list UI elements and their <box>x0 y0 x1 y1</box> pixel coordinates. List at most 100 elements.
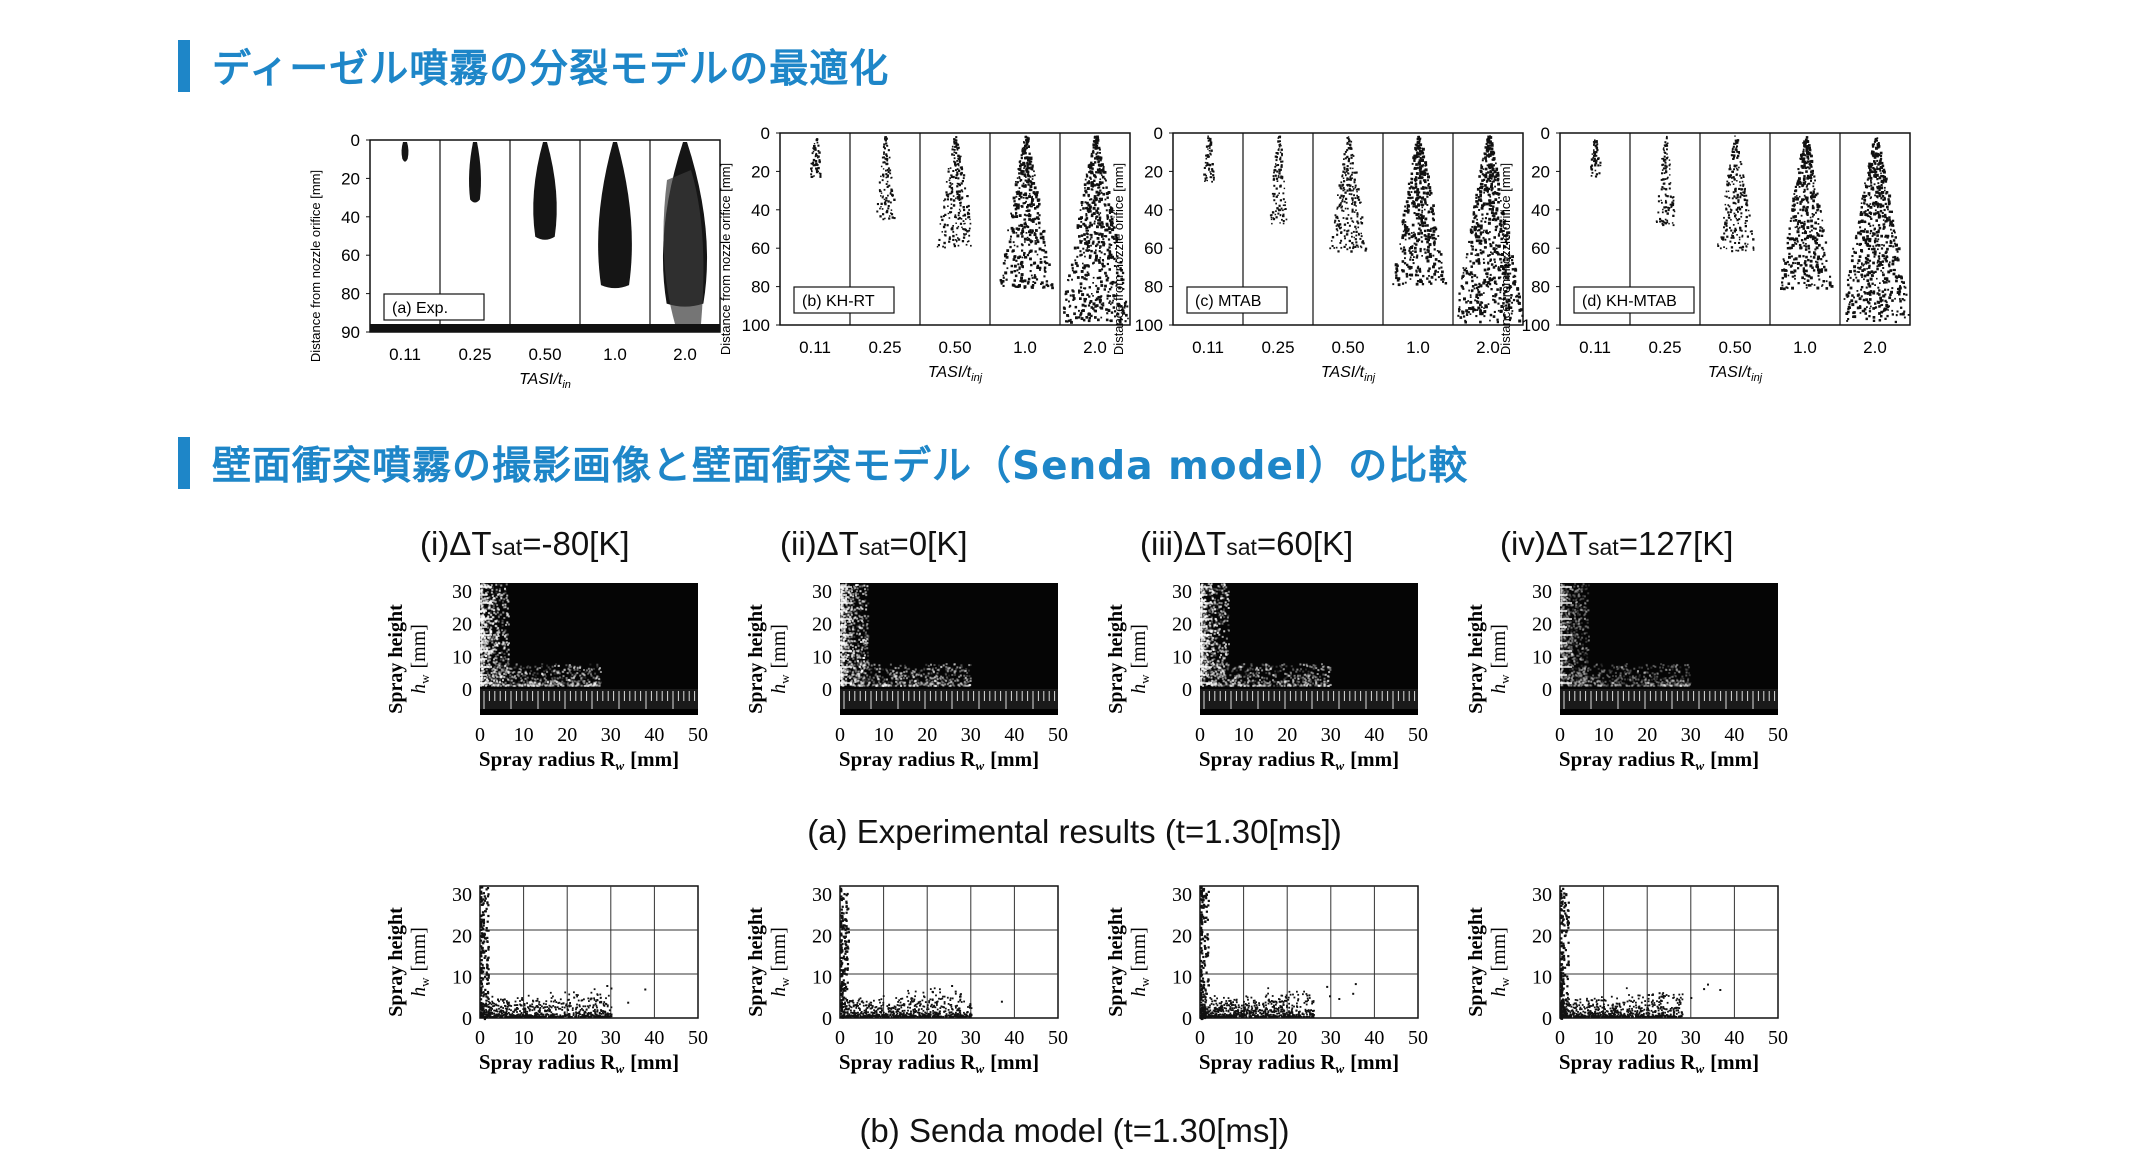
spray-droplet <box>1098 216 1102 219</box>
spray-droplet <box>1883 244 1885 247</box>
spray-droplet <box>1115 236 1119 240</box>
spray-droplet <box>1428 236 1432 239</box>
spray-droplet <box>1474 283 1477 286</box>
spray-droplet <box>1342 186 1345 189</box>
spray-droplet <box>1426 229 1430 232</box>
spray-droplet <box>1100 159 1102 162</box>
spray-droplet <box>1416 166 1419 169</box>
spray-droplet <box>1401 220 1405 224</box>
spray-droplet <box>1503 292 1506 295</box>
spray-droplet <box>1100 316 1103 319</box>
spray-droplet <box>1406 263 1409 267</box>
spray-droplet <box>945 193 948 196</box>
spray-droplet <box>1517 296 1520 299</box>
spray-droplet <box>1430 233 1434 237</box>
spray-droplet <box>1029 157 1033 160</box>
spray-droplet <box>1879 159 1882 163</box>
spray-droplet <box>1072 294 1075 297</box>
spray-droplet <box>1470 252 1473 255</box>
spray-droplet <box>1480 165 1483 168</box>
spray-droplet <box>1843 298 1846 300</box>
spray-droplet <box>1898 293 1901 296</box>
spray-droplet <box>1795 198 1798 201</box>
spray-droplet <box>1804 209 1807 212</box>
spray-droplet <box>1110 244 1113 246</box>
spray-droplet <box>1482 168 1485 170</box>
spray-droplet <box>1095 284 1098 287</box>
spray-droplet <box>1823 251 1826 254</box>
spray-droplet <box>1088 302 1091 305</box>
spray-droplet <box>1859 305 1862 308</box>
spray-droplet <box>1463 297 1466 301</box>
spray-droplet <box>1856 262 1859 265</box>
spray-droplet <box>1036 264 1040 268</box>
spray-droplet <box>1331 245 1334 247</box>
spray-droplet <box>1666 212 1669 215</box>
spray-droplet <box>1794 237 1798 241</box>
spray-droplet <box>956 148 959 151</box>
spray-droplet <box>1106 312 1109 315</box>
spray-droplet <box>819 175 822 178</box>
spray-droplet <box>1877 264 1880 267</box>
spray-droplet <box>1847 318 1850 321</box>
spray-droplet <box>814 148 817 151</box>
spray-droplet <box>1672 202 1675 205</box>
spray-droplet <box>1071 269 1074 272</box>
spray-droplet <box>1087 211 1090 214</box>
spray-droplet <box>1736 168 1739 171</box>
spray-droplet <box>1811 266 1814 269</box>
spray-droplet <box>1418 163 1421 166</box>
spray-droplet <box>1790 217 1793 220</box>
spray-droplet <box>1489 136 1493 139</box>
spray-droplet <box>1432 254 1435 257</box>
spray-droplet <box>1500 200 1502 202</box>
spray-droplet <box>1206 163 1208 166</box>
spray-droplet <box>1803 164 1806 167</box>
spray-droplet <box>1428 189 1432 192</box>
spray-droplet <box>1417 232 1421 236</box>
spray-droplet <box>1098 197 1101 200</box>
spray-droplet <box>1465 281 1469 285</box>
spray-droplet <box>1397 283 1401 287</box>
spray-droplet <box>1088 249 1091 252</box>
spray-droplet <box>1009 245 1012 249</box>
spray-droplet <box>948 179 951 182</box>
spray-droplet <box>1490 211 1494 215</box>
spray-droplet <box>1473 225 1476 228</box>
spray-droplet <box>1038 266 1042 270</box>
spray-droplet <box>1817 268 1820 272</box>
spray-droplet <box>1740 215 1743 218</box>
spray-droplet <box>1409 251 1413 255</box>
spray-droplet <box>1735 164 1738 167</box>
spray-droplet <box>1511 301 1513 304</box>
spray-droplet <box>1500 225 1503 228</box>
spray-droplet <box>1074 261 1078 265</box>
spray-droplet <box>1479 233 1482 236</box>
spray-droplet <box>1469 300 1473 304</box>
spray-droplet <box>1800 156 1803 159</box>
spray-droplet <box>1735 217 1737 220</box>
spray-droplet <box>1025 140 1029 143</box>
spray-droplet <box>1511 268 1515 271</box>
spray-droplet <box>819 173 822 176</box>
spray-droplet <box>1023 213 1026 216</box>
spray-droplet <box>1043 266 1047 269</box>
spray-droplet <box>1505 300 1508 302</box>
spray-droplet <box>1085 173 1088 176</box>
spray-droplet <box>1088 224 1091 227</box>
spray-droplet <box>1871 235 1874 237</box>
spray-droplet <box>1483 261 1486 264</box>
spray-droplet <box>1423 173 1426 176</box>
x-axis-label-main: TASI/t <box>1321 364 1365 381</box>
spray-droplet <box>1356 212 1359 214</box>
spray-droplet <box>1499 276 1502 279</box>
spray-droplet <box>1468 273 1472 276</box>
spray-droplet <box>1431 237 1434 240</box>
photo-droplet <box>484 680 487 683</box>
spray-droplet <box>1851 255 1854 258</box>
spray-droplet <box>1459 316 1463 319</box>
spray-droplet <box>1490 144 1494 147</box>
spray-droplet <box>1108 301 1111 304</box>
spray-droplet <box>1508 319 1511 322</box>
